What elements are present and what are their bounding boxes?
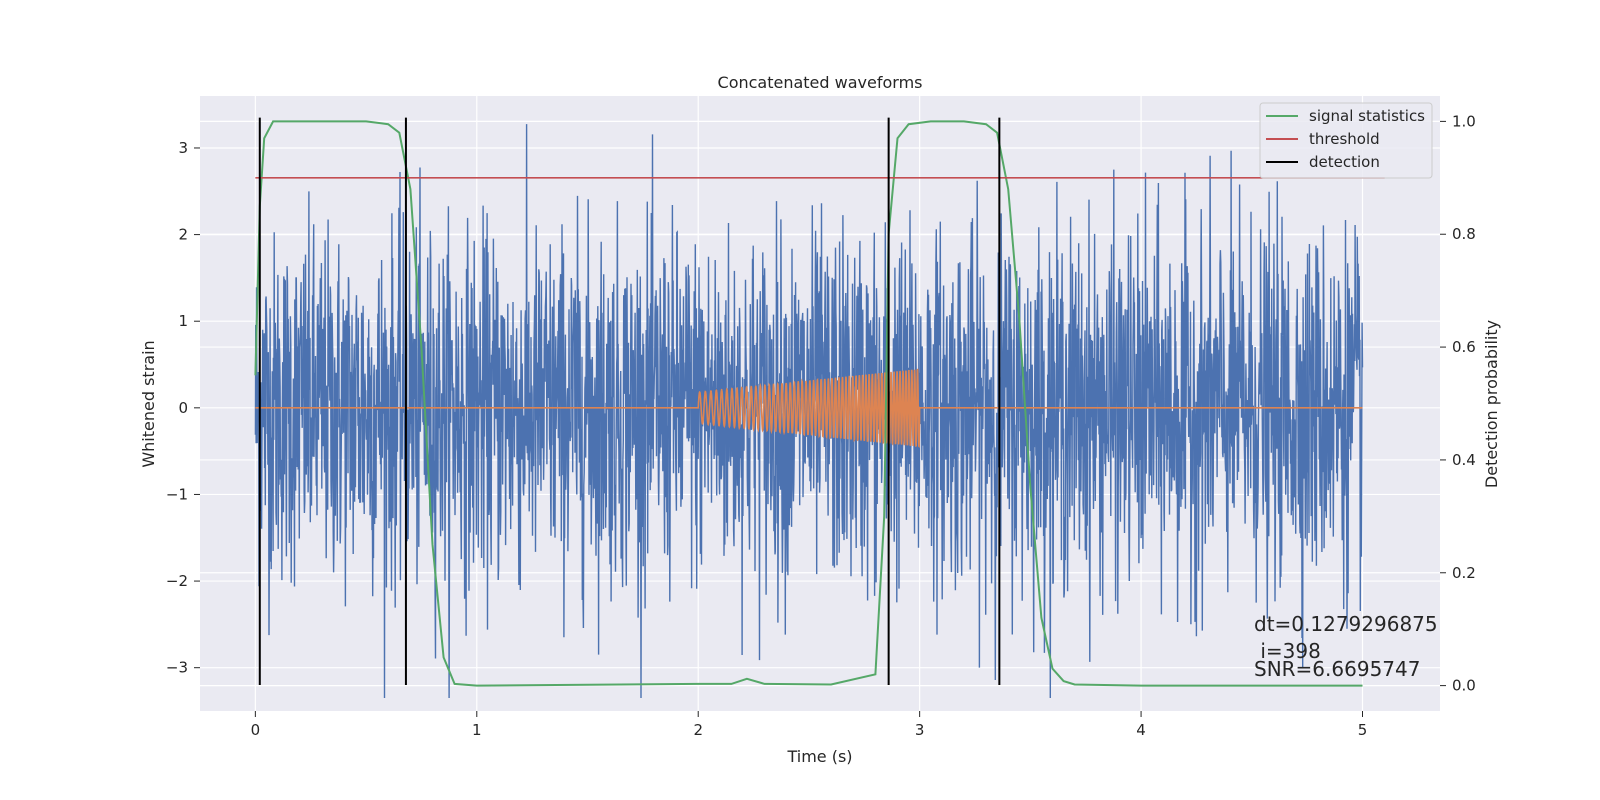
chart-title: Concatenated waveforms — [718, 73, 923, 92]
x-tick-label: 1 — [472, 721, 482, 739]
x-tick-label: 4 — [1136, 721, 1146, 739]
legend: signal statistics threshold detection — [1259, 102, 1433, 179]
y-tick-label: −2 — [166, 572, 188, 590]
y2-tick-label: 1.0 — [1452, 112, 1476, 130]
legend-label-signal-statistics: signal statistics — [1309, 107, 1425, 125]
axes-layer: 0 1 2 3 4 5 −3 −2 −1 0 1 2 3 0.0 0.2 0.4 0.6 0.8 1.0 — [166, 112, 1476, 739]
legend-label-threshold: threshold — [1309, 130, 1380, 148]
annotation-snr: SNR=6.6695747 — [1254, 657, 1420, 681]
y-tick-label: 2 — [178, 226, 188, 244]
x-tick-label: 3 — [915, 721, 925, 739]
y2-axis-label: Detection probability — [1482, 320, 1501, 488]
x-tick-label: 2 — [693, 721, 703, 739]
x-tick-label: 5 — [1358, 721, 1368, 739]
y2-tick-label: 0.0 — [1452, 677, 1476, 695]
x-tick-label: 0 — [251, 721, 261, 739]
y2-tick-label: 0.2 — [1452, 564, 1476, 582]
legend-box — [1259, 102, 1433, 179]
series-layer — [254, 117, 1385, 699]
y-tick-label: 0 — [178, 399, 188, 417]
legend-label-detection: detection — [1309, 153, 1380, 171]
y2-tick-label: 0.8 — [1452, 225, 1476, 243]
y-tick-label: −1 — [166, 485, 188, 503]
y2-tick-label: 0.6 — [1452, 338, 1476, 356]
y-tick-label: 3 — [178, 139, 188, 157]
y-tick-label: −3 — [166, 659, 188, 677]
series-line-signal-statistics — [254, 120, 1363, 687]
x-axis-label: Time (s) — [786, 747, 852, 766]
series-line-chirp — [255, 368, 1363, 449]
y2-tick-label: 0.4 — [1452, 451, 1476, 469]
annotation-index: i=398 — [1254, 639, 1321, 663]
y-axis-label: Whitened strain — [139, 340, 158, 467]
y-tick-label: 1 — [178, 312, 188, 330]
annotation-dt: dt=0.1279296875 — [1254, 612, 1438, 636]
